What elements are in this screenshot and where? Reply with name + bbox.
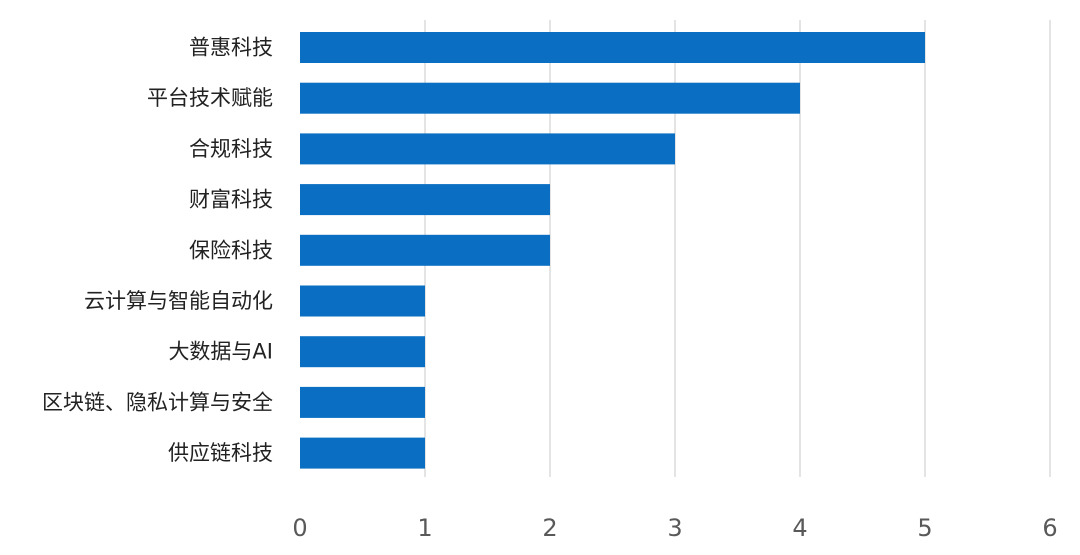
category-label-7: 区块链、隐私计算与安全 <box>42 390 273 414</box>
x-tick-label-6: 6 <box>1042 514 1057 542</box>
category-label-3: 财富科技 <box>189 188 273 212</box>
bar-layer <box>300 32 925 469</box>
bar-2 <box>300 133 675 165</box>
category-label-6: 大数据与AI <box>168 340 273 364</box>
bar-6 <box>300 336 425 368</box>
category-label-4: 保险科技 <box>189 238 273 262</box>
category-label-0: 普惠科技 <box>189 36 273 60</box>
bar-4 <box>300 234 550 266</box>
bar-5 <box>300 285 425 317</box>
bar-1 <box>300 82 800 114</box>
x-tick-label-0: 0 <box>292 514 307 542</box>
category-label-1: 平台技术赋能 <box>147 86 273 110</box>
bar-8 <box>300 437 425 469</box>
x-tick-label-layer: 0 1 2 3 4 5 6 <box>292 514 1057 542</box>
category-label-8: 供应链科技 <box>168 441 273 465</box>
category-label-5: 云计算与智能自动化 <box>84 289 273 313</box>
bar-7 <box>300 386 425 418</box>
x-tick-label-1: 1 <box>417 514 432 542</box>
bar-0 <box>300 32 925 63</box>
bar-3 <box>300 184 550 216</box>
x-tick-label-5: 5 <box>917 514 932 542</box>
x-tick-label-4: 4 <box>792 514 807 542</box>
x-tick-label-2: 2 <box>542 514 557 542</box>
category-label-2: 合规科技 <box>189 137 273 161</box>
x-tick-label-3: 3 <box>667 514 682 542</box>
